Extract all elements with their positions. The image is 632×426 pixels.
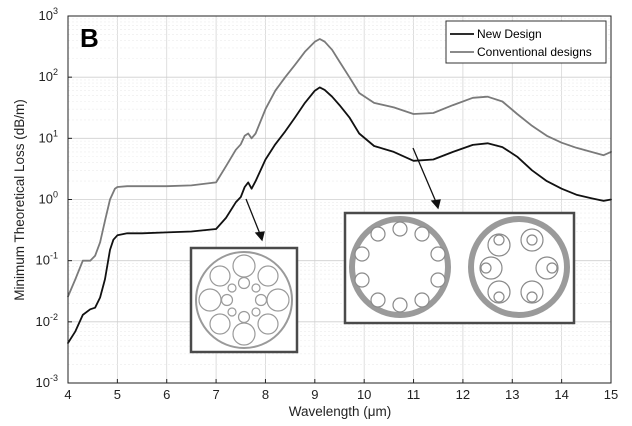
y-tick-label: 101 xyxy=(39,128,58,145)
y-tick-label: 10-3 xyxy=(36,373,58,390)
y-axis-label: Minimum Theoretical Loss (dB/m) xyxy=(12,99,27,301)
arrow-to-new-design-inset xyxy=(245,198,261,235)
arrow-to-conventional-inset xyxy=(412,147,437,203)
arrow-head-1 xyxy=(254,231,265,242)
x-tick-label: 5 xyxy=(114,387,121,402)
plot-frame xyxy=(67,15,612,384)
x-tick-label: 9 xyxy=(311,387,318,402)
y-tick-label: 10-2 xyxy=(36,312,58,329)
x-tick-label: 6 xyxy=(163,387,170,402)
x-tick-label: 12 xyxy=(456,387,470,402)
x-tick-label: 7 xyxy=(212,387,219,402)
y-tick-label: 103 xyxy=(39,6,58,23)
panel-label: B xyxy=(80,23,99,53)
legend-label-conventional: Conventional designs xyxy=(477,45,592,59)
fiber-cross-section-inset-conventional xyxy=(343,211,576,325)
x-tick-label: 4 xyxy=(64,387,71,402)
x-axis-label: Wavelength (μm) xyxy=(289,404,392,419)
y-tick-label: 100 xyxy=(39,190,58,207)
x-tick-label: 15 xyxy=(604,387,618,402)
x-tick-label: 14 xyxy=(554,387,568,402)
series-line-new-design xyxy=(67,86,612,344)
arrow-head-2 xyxy=(430,199,441,210)
ticks-layer: 4 5 6 7 8 9 10 11 12 13 14 15 10-3 10-2 10-1 100 101 102 1… xyxy=(36,6,619,402)
fiber-cross-section-inset-new-design xyxy=(189,246,299,354)
series-layer xyxy=(67,38,612,344)
y-tick-label: 10-1 xyxy=(36,251,58,268)
annotation-arrows xyxy=(245,147,441,242)
legend-label-new-design: New Design xyxy=(477,27,542,41)
series-line-conventional-designs xyxy=(67,38,612,298)
x-tick-label: 8 xyxy=(262,387,269,402)
x-tick-label: 10 xyxy=(357,387,371,402)
y-tick-label: 102 xyxy=(39,67,58,84)
x-tick-label: 11 xyxy=(407,387,421,402)
x-tick-label: 13 xyxy=(505,387,519,402)
legend: New Design Conventional designs xyxy=(445,20,607,64)
